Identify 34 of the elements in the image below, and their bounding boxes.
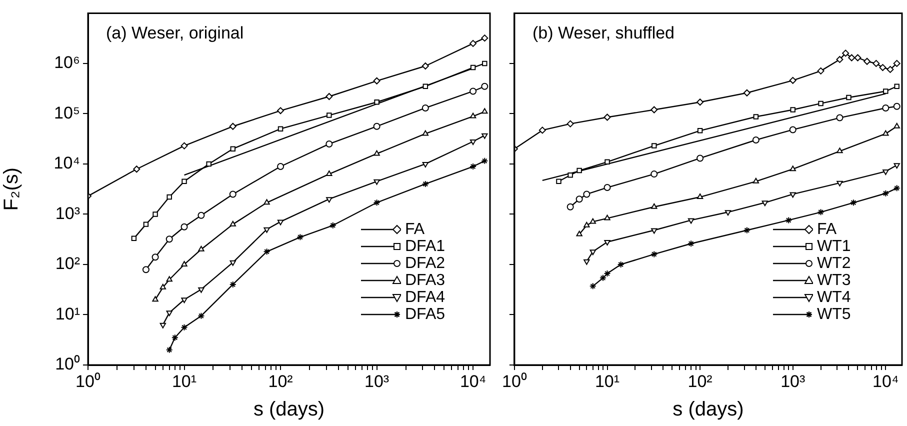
x-tick-label: 10⁰ (76, 372, 100, 391)
legend-label: DFA2 (405, 254, 446, 272)
x-tick-label: 10³ (364, 372, 390, 391)
x-axis-title: s (days) (672, 398, 744, 421)
legend-label: WT5 (817, 306, 851, 324)
y-tick-label: 10⁶ (54, 53, 80, 72)
y-tick-label: 10¹ (55, 304, 80, 324)
x-tick-label: 10⁰ (502, 372, 527, 391)
x-tick-label: 10² (688, 372, 713, 391)
x-tick-label: 10² (268, 372, 294, 391)
y-tick-label: 10³ (55, 204, 80, 223)
legend-label: DFA1 (405, 238, 446, 256)
legend-label: WT2 (817, 254, 851, 272)
legend-label: FA (405, 220, 425, 238)
legend-label: WT4 (817, 288, 851, 306)
y-tick-label: 10² (55, 254, 80, 274)
y-tick-label: 10⁰ (55, 354, 80, 374)
x-tick-label: 10¹ (172, 372, 197, 391)
legend-label: FA (817, 220, 837, 238)
x-tick-label: 10³ (780, 372, 806, 391)
text: (b) Weser, shuffled (532, 23, 675, 42)
legend-label: WT3 (817, 272, 851, 290)
x-tick-label: 10⁴ (872, 372, 899, 391)
text: (a) Weser, original (106, 23, 244, 42)
legend-label: DFA3 (405, 272, 446, 290)
y-tick-label: 10⁵ (54, 103, 80, 122)
y-axis-title: F₂(s) (0, 167, 23, 211)
legend-label: DFA4 (405, 288, 446, 306)
x-axis-title: s (days) (253, 398, 325, 421)
y-tick-label: 10⁴ (54, 154, 80, 173)
legend-label: DFA5 (405, 306, 446, 324)
legend-label: WT1 (817, 238, 851, 256)
x-tick-label: 10¹ (594, 372, 620, 391)
x-tick-label: 10⁴ (460, 372, 486, 391)
